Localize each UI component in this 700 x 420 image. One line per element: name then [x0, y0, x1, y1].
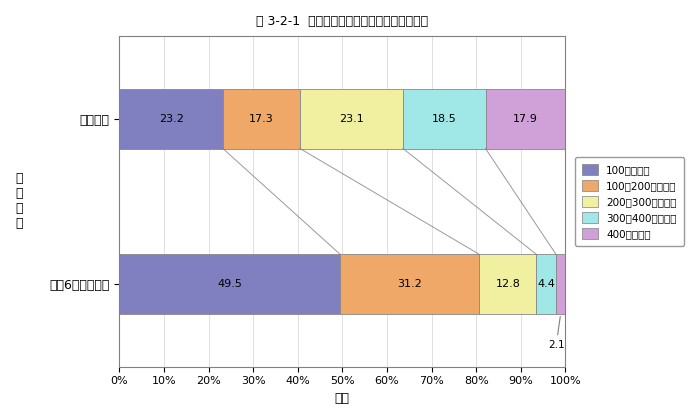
- Bar: [480, 255, 536, 314]
- Bar: [300, 89, 403, 149]
- Bar: [556, 255, 566, 314]
- Bar: [486, 89, 566, 149]
- Bar: [340, 255, 480, 314]
- Text: 31.2: 31.2: [398, 279, 422, 289]
- Text: 12.8: 12.8: [496, 279, 520, 289]
- Text: 23.2: 23.2: [159, 114, 183, 124]
- Legend: 100万円未満, 100～200万円未満, 200～300万円未満, 300～400万円未満, 400万円以上: 100万円未満, 100～200万円未満, 200～300万円未満, 300～4…: [575, 157, 684, 246]
- Bar: [536, 255, 556, 314]
- Bar: [120, 255, 340, 314]
- Title: 図 3-2-1  本人の年収と学種との関係（高校）: 図 3-2-1 本人の年収と学種との関係（高校）: [256, 15, 428, 28]
- Bar: [403, 89, 486, 149]
- Text: 23.1: 23.1: [339, 114, 364, 124]
- Text: 17.9: 17.9: [513, 114, 538, 124]
- Text: 17.3: 17.3: [249, 114, 274, 124]
- Bar: [223, 89, 300, 149]
- Text: 49.5: 49.5: [217, 279, 242, 289]
- Text: 4.4: 4.4: [537, 279, 555, 289]
- Bar: [120, 89, 223, 149]
- Text: 2.1: 2.1: [548, 317, 564, 350]
- X-axis label: 割合: 割合: [335, 392, 350, 405]
- Y-axis label: 返
還
種
別: 返 還 種 別: [15, 173, 22, 231]
- Text: 18.5: 18.5: [432, 114, 456, 124]
